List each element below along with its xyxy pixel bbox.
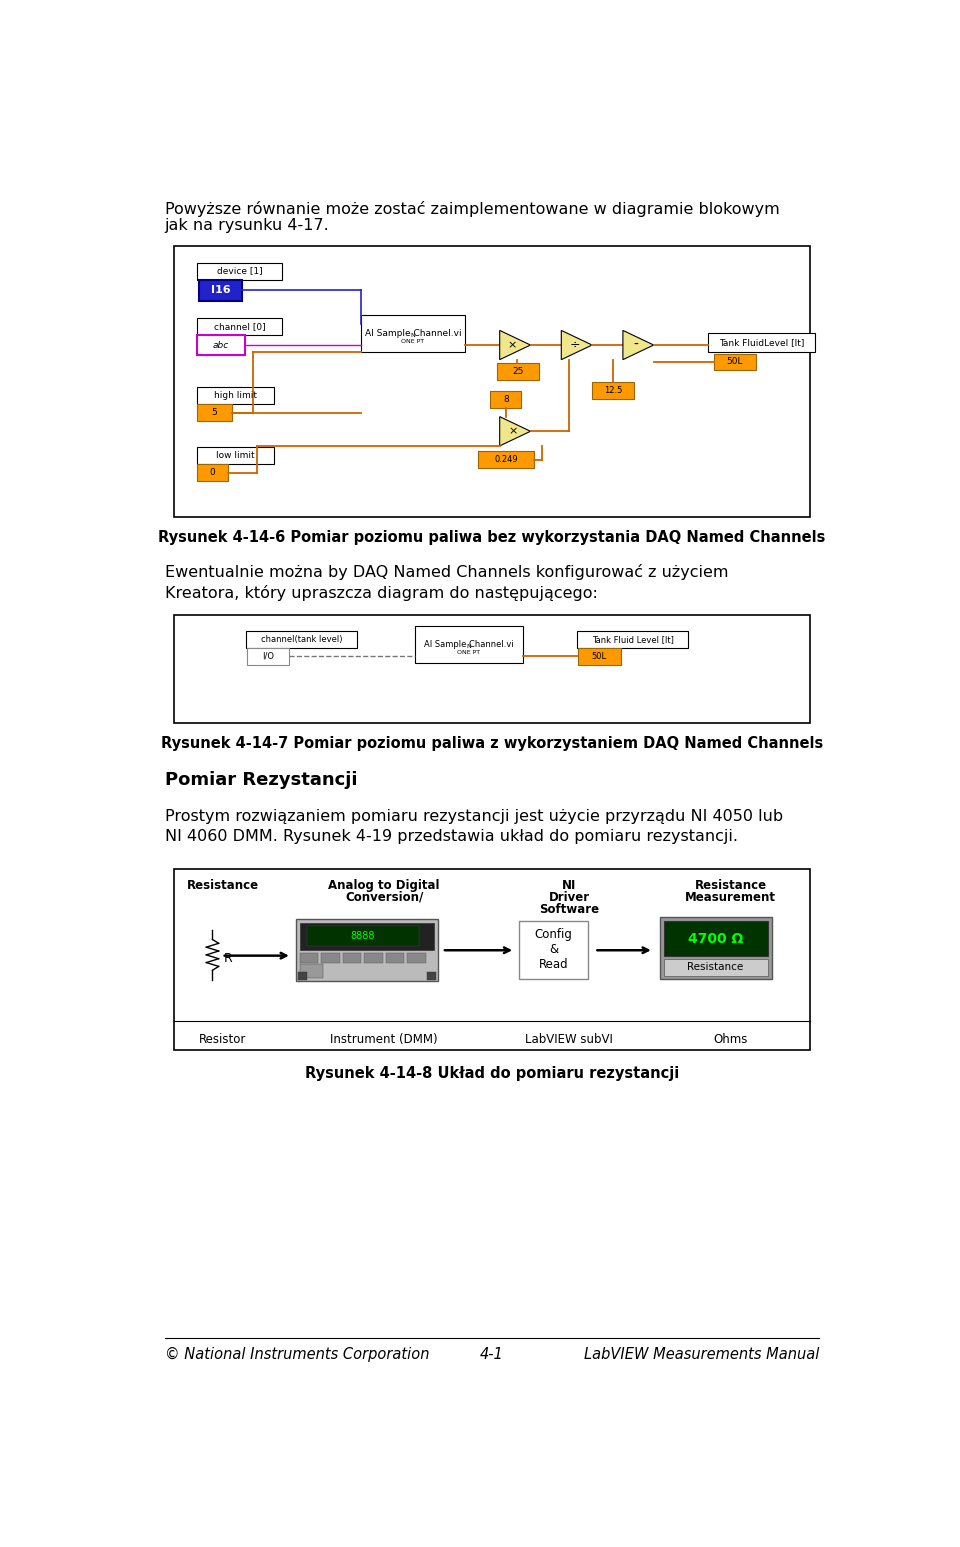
Bar: [343, 953, 361, 962]
Bar: [386, 953, 404, 962]
Text: Conversion/: Conversion/: [345, 891, 423, 903]
Text: jak na rysunku 4-17.: jak na rysunku 4-17.: [165, 218, 329, 234]
Text: Config
&
Read: Config & Read: [535, 928, 572, 972]
Bar: [426, 972, 436, 979]
Polygon shape: [500, 416, 531, 446]
Bar: [174, 616, 810, 722]
Bar: [300, 924, 434, 950]
Bar: [197, 336, 245, 356]
Polygon shape: [623, 331, 654, 359]
Polygon shape: [562, 331, 592, 359]
Bar: [300, 964, 323, 978]
Text: 0: 0: [209, 469, 215, 478]
Text: abc: abc: [213, 340, 229, 350]
Bar: [174, 246, 810, 517]
Text: 8: 8: [503, 394, 509, 404]
Bar: [519, 920, 588, 979]
Bar: [663, 920, 768, 956]
Text: Kreatora, który upraszcza diagram do następującego:: Kreatora, który upraszcza diagram do nas…: [165, 585, 598, 600]
Bar: [307, 925, 419, 945]
Text: 4-1: 4-1: [480, 1347, 504, 1361]
Text: Rysunek 4-14-7 Pomiar poziomu paliwa z wykorzystaniem DAQ Named Channels: Rysunek 4-14-7 Pomiar poziomu paliwa z w…: [161, 736, 823, 752]
Text: 4700 Ω: 4700 Ω: [687, 931, 743, 945]
Bar: [174, 869, 810, 1050]
Bar: [197, 263, 282, 280]
Text: NI 4060 DMM. Rysunek 4-19 przedstawia układ do pomiaru rezystancji.: NI 4060 DMM. Rysunek 4-19 przedstawia uk…: [165, 829, 737, 845]
Text: Resistance: Resistance: [695, 879, 767, 891]
Bar: [407, 953, 426, 962]
Text: channel(tank level): channel(tank level): [261, 634, 342, 644]
Text: R: R: [224, 951, 232, 965]
Bar: [197, 387, 275, 404]
Bar: [197, 447, 275, 464]
Text: low limit: low limit: [216, 452, 255, 461]
Text: LabVIEW subVI: LabVIEW subVI: [525, 1033, 612, 1046]
Text: ÷: ÷: [570, 339, 581, 351]
Bar: [364, 953, 383, 962]
Text: 50L: 50L: [727, 357, 743, 367]
Text: I/O: I/O: [262, 651, 275, 661]
Text: Tank FluidLevel [lt]: Tank FluidLevel [lt]: [719, 339, 804, 347]
Text: Analog to Digital: Analog to Digital: [328, 879, 440, 891]
Bar: [197, 404, 231, 421]
Bar: [200, 280, 242, 302]
Text: I16: I16: [211, 285, 230, 295]
Text: N
ONE PT: N ONE PT: [457, 644, 480, 654]
Text: NI: NI: [562, 879, 576, 891]
Bar: [197, 319, 282, 336]
Text: Resistance: Resistance: [186, 879, 258, 891]
Text: AI Sample Channel.vi: AI Sample Channel.vi: [365, 330, 462, 337]
Text: Ohms: Ohms: [713, 1033, 748, 1046]
Text: Prostym rozwiązaniem pomiaru rezystancji jest użycie przyrządu NI 4050 lub: Prostym rozwiązaniem pomiaru rezystancji…: [165, 809, 782, 825]
Bar: [296, 919, 438, 981]
Text: Tank Fluid Level [lt]: Tank Fluid Level [lt]: [591, 634, 674, 644]
Bar: [298, 972, 307, 979]
Text: ×: ×: [508, 427, 517, 436]
Bar: [491, 391, 521, 408]
Bar: [663, 959, 768, 976]
Text: Software: Software: [539, 903, 599, 916]
Bar: [415, 627, 523, 664]
Text: AI Sample Channel.vi: AI Sample Channel.vi: [424, 640, 514, 650]
Bar: [246, 631, 357, 648]
Text: 50L: 50L: [592, 651, 607, 661]
Bar: [592, 382, 635, 399]
Bar: [578, 648, 620, 665]
Text: © National Instruments Corporation: © National Instruments Corporation: [165, 1347, 429, 1361]
Text: -: -: [634, 339, 638, 353]
Bar: [321, 953, 340, 962]
Bar: [361, 316, 465, 353]
Text: Pomiar Rezystancji: Pomiar Rezystancji: [165, 770, 357, 789]
Bar: [577, 631, 688, 648]
Text: 12.5: 12.5: [604, 385, 622, 394]
Text: Measurement: Measurement: [685, 891, 777, 903]
Bar: [496, 362, 539, 379]
Text: Resistor: Resistor: [199, 1033, 246, 1046]
Bar: [300, 953, 318, 962]
Text: channel [0]: channel [0]: [214, 322, 265, 331]
Text: Resistance: Resistance: [687, 962, 743, 972]
Text: Powyższe równanie może zostać zaimplementowane w diagramie blokowym: Powyższe równanie może zostać zaimplemen…: [165, 201, 780, 217]
Bar: [478, 452, 534, 469]
Text: high limit: high limit: [214, 391, 257, 401]
Text: ×: ×: [507, 340, 516, 350]
Text: Ewentualnie można by DAQ Named Channels konfigurować z użyciem: Ewentualnie można by DAQ Named Channels …: [165, 565, 729, 580]
Text: LabVIEW Measurements Manual: LabVIEW Measurements Manual: [584, 1347, 819, 1361]
Bar: [197, 464, 228, 481]
Text: device [1]: device [1]: [217, 266, 262, 275]
Text: Driver: Driver: [548, 891, 589, 903]
Text: 25: 25: [512, 367, 523, 376]
Bar: [247, 648, 290, 665]
Bar: [660, 917, 772, 979]
Text: Instrument (DMM): Instrument (DMM): [330, 1033, 438, 1046]
Polygon shape: [500, 331, 531, 359]
Text: 5: 5: [211, 408, 217, 418]
Text: Rysunek 4-14-6 Pomiar poziomu paliwa bez wykorzystania DAQ Named Channels: Rysunek 4-14-6 Pomiar poziomu paliwa bez…: [158, 529, 826, 545]
Bar: [713, 354, 756, 370]
Text: Rysunek 4-14-8 Układ do pomiaru rezystancji: Rysunek 4-14-8 Układ do pomiaru rezystan…: [305, 1066, 679, 1081]
Text: 0.249: 0.249: [494, 455, 517, 464]
Text: 8888: 8888: [350, 931, 375, 941]
Text: N
ONE PT: N ONE PT: [401, 333, 424, 343]
Bar: [708, 334, 815, 353]
